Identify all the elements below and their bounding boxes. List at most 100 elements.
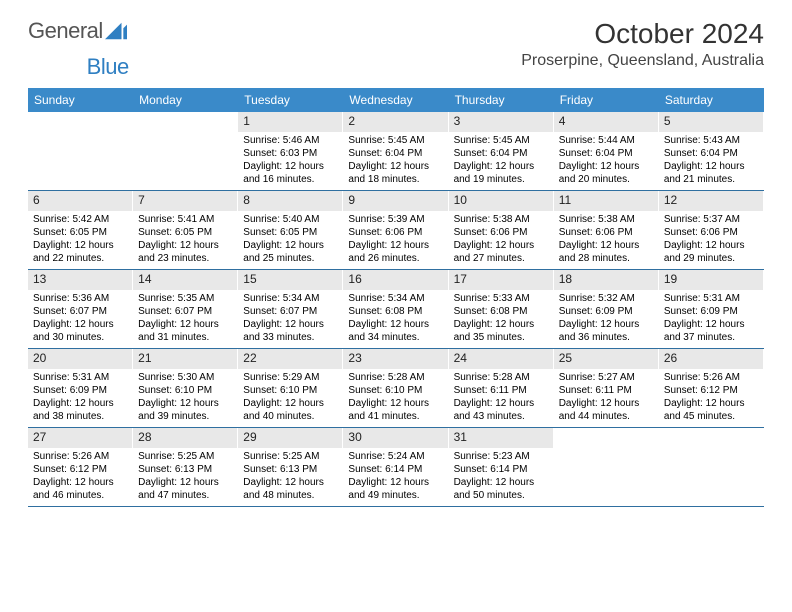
calendar-cell: 1Sunrise: 5:46 AMSunset: 6:03 PMDaylight… (238, 112, 343, 190)
day-details: Sunrise: 5:36 AMSunset: 6:07 PMDaylight:… (28, 290, 132, 348)
calendar-cell: 30Sunrise: 5:24 AMSunset: 6:14 PMDayligh… (343, 428, 448, 506)
day-details: Sunrise: 5:40 AMSunset: 6:05 PMDaylight:… (238, 211, 342, 269)
logo-text-gray: General (28, 18, 103, 44)
calendar-cell: 20Sunrise: 5:31 AMSunset: 6:09 PMDayligh… (28, 349, 133, 427)
day-details: Sunrise: 5:37 AMSunset: 6:06 PMDaylight:… (659, 211, 763, 269)
calendar-cell: 18Sunrise: 5:32 AMSunset: 6:09 PMDayligh… (554, 270, 659, 348)
calendar-cell (28, 112, 133, 190)
day-number: 14 (133, 270, 237, 290)
calendar-cell: 22Sunrise: 5:29 AMSunset: 6:10 PMDayligh… (238, 349, 343, 427)
day-details: Sunrise: 5:27 AMSunset: 6:11 PMDaylight:… (554, 369, 658, 427)
day-details: Sunrise: 5:30 AMSunset: 6:10 PMDaylight:… (133, 369, 237, 427)
calendar-cell: 19Sunrise: 5:31 AMSunset: 6:09 PMDayligh… (659, 270, 764, 348)
day-details: Sunrise: 5:23 AMSunset: 6:14 PMDaylight:… (449, 448, 553, 506)
calendar-body: 1Sunrise: 5:46 AMSunset: 6:03 PMDaylight… (28, 112, 764, 507)
calendar-cell: 7Sunrise: 5:41 AMSunset: 6:05 PMDaylight… (133, 191, 238, 269)
calendar-cell: 21Sunrise: 5:30 AMSunset: 6:10 PMDayligh… (133, 349, 238, 427)
day-number: 1 (238, 112, 342, 132)
calendar-cell: 24Sunrise: 5:28 AMSunset: 6:11 PMDayligh… (449, 349, 554, 427)
day-details: Sunrise: 5:26 AMSunset: 6:12 PMDaylight:… (659, 369, 763, 427)
calendar-cell: 27Sunrise: 5:26 AMSunset: 6:12 PMDayligh… (28, 428, 133, 506)
day-details: Sunrise: 5:28 AMSunset: 6:10 PMDaylight:… (343, 369, 447, 427)
day-details: Sunrise: 5:31 AMSunset: 6:09 PMDaylight:… (659, 290, 763, 348)
day-number: 25 (554, 349, 658, 369)
day-details: Sunrise: 5:42 AMSunset: 6:05 PMDaylight:… (28, 211, 132, 269)
day-number: 24 (449, 349, 553, 369)
weekday-header: Thursday (449, 88, 554, 112)
calendar-cell: 8Sunrise: 5:40 AMSunset: 6:05 PMDaylight… (238, 191, 343, 269)
day-number: 22 (238, 349, 342, 369)
day-details: Sunrise: 5:38 AMSunset: 6:06 PMDaylight:… (449, 211, 553, 269)
calendar-cell: 12Sunrise: 5:37 AMSunset: 6:06 PMDayligh… (659, 191, 764, 269)
calendar-cell: 25Sunrise: 5:27 AMSunset: 6:11 PMDayligh… (554, 349, 659, 427)
calendar-row: 6Sunrise: 5:42 AMSunset: 6:05 PMDaylight… (28, 191, 764, 270)
day-number: 31 (449, 428, 553, 448)
day-number: 21 (133, 349, 237, 369)
calendar-cell (133, 112, 238, 190)
day-number: 7 (133, 191, 237, 211)
day-number: 20 (28, 349, 132, 369)
day-number: 13 (28, 270, 132, 290)
day-details: Sunrise: 5:29 AMSunset: 6:10 PMDaylight:… (238, 369, 342, 427)
day-number: 18 (554, 270, 658, 290)
weekday-header: Wednesday (343, 88, 448, 112)
day-details: Sunrise: 5:32 AMSunset: 6:09 PMDaylight:… (554, 290, 658, 348)
day-number: 2 (343, 112, 447, 132)
calendar-cell: 26Sunrise: 5:26 AMSunset: 6:12 PMDayligh… (659, 349, 764, 427)
day-details: Sunrise: 5:26 AMSunset: 6:12 PMDaylight:… (28, 448, 132, 506)
day-number: 28 (133, 428, 237, 448)
weekday-header: Friday (554, 88, 659, 112)
day-number: 10 (449, 191, 553, 211)
day-details: Sunrise: 5:35 AMSunset: 6:07 PMDaylight:… (133, 290, 237, 348)
calendar-cell: 5Sunrise: 5:43 AMSunset: 6:04 PMDaylight… (659, 112, 764, 190)
day-details: Sunrise: 5:43 AMSunset: 6:04 PMDaylight:… (659, 132, 763, 190)
calendar-cell: 9Sunrise: 5:39 AMSunset: 6:06 PMDaylight… (343, 191, 448, 269)
logo: General (28, 18, 127, 44)
calendar: SundayMondayTuesdayWednesdayThursdayFrid… (28, 88, 764, 507)
day-number: 9 (343, 191, 447, 211)
day-details: Sunrise: 5:31 AMSunset: 6:09 PMDaylight:… (28, 369, 132, 427)
day-number: 6 (28, 191, 132, 211)
day-details: Sunrise: 5:33 AMSunset: 6:08 PMDaylight:… (449, 290, 553, 348)
logo-triangle-icon (105, 22, 127, 40)
day-number: 12 (659, 191, 763, 211)
day-number: 23 (343, 349, 447, 369)
calendar-cell: 2Sunrise: 5:45 AMSunset: 6:04 PMDaylight… (343, 112, 448, 190)
calendar-cell: 6Sunrise: 5:42 AMSunset: 6:05 PMDaylight… (28, 191, 133, 269)
day-details: Sunrise: 5:24 AMSunset: 6:14 PMDaylight:… (343, 448, 447, 506)
weekday-header: Tuesday (238, 88, 343, 112)
calendar-row: 20Sunrise: 5:31 AMSunset: 6:09 PMDayligh… (28, 349, 764, 428)
day-details: Sunrise: 5:46 AMSunset: 6:03 PMDaylight:… (238, 132, 342, 190)
day-details: Sunrise: 5:38 AMSunset: 6:06 PMDaylight:… (554, 211, 658, 269)
day-number: 29 (238, 428, 342, 448)
calendar-row: 27Sunrise: 5:26 AMSunset: 6:12 PMDayligh… (28, 428, 764, 507)
day-details: Sunrise: 5:25 AMSunset: 6:13 PMDaylight:… (133, 448, 237, 506)
day-number: 4 (554, 112, 658, 132)
calendar-cell: 16Sunrise: 5:34 AMSunset: 6:08 PMDayligh… (343, 270, 448, 348)
day-details: Sunrise: 5:45 AMSunset: 6:04 PMDaylight:… (343, 132, 447, 190)
day-details: Sunrise: 5:44 AMSunset: 6:04 PMDaylight:… (554, 132, 658, 190)
location: Proserpine, Queensland, Australia (521, 52, 764, 70)
weekday-header: Saturday (659, 88, 764, 112)
day-details: Sunrise: 5:34 AMSunset: 6:08 PMDaylight:… (343, 290, 447, 348)
calendar-cell: 11Sunrise: 5:38 AMSunset: 6:06 PMDayligh… (554, 191, 659, 269)
day-details: Sunrise: 5:45 AMSunset: 6:04 PMDaylight:… (449, 132, 553, 190)
weekday-header: Monday (133, 88, 238, 112)
day-details: Sunrise: 5:25 AMSunset: 6:13 PMDaylight:… (238, 448, 342, 506)
calendar-cell: 10Sunrise: 5:38 AMSunset: 6:06 PMDayligh… (449, 191, 554, 269)
day-details: Sunrise: 5:41 AMSunset: 6:05 PMDaylight:… (133, 211, 237, 269)
day-number: 11 (554, 191, 658, 211)
day-number: 16 (343, 270, 447, 290)
calendar-cell (659, 428, 764, 506)
calendar-cell: 13Sunrise: 5:36 AMSunset: 6:07 PMDayligh… (28, 270, 133, 348)
calendar-row: 1Sunrise: 5:46 AMSunset: 6:03 PMDaylight… (28, 112, 764, 191)
day-number: 15 (238, 270, 342, 290)
calendar-cell: 14Sunrise: 5:35 AMSunset: 6:07 PMDayligh… (133, 270, 238, 348)
day-details: Sunrise: 5:28 AMSunset: 6:11 PMDaylight:… (449, 369, 553, 427)
calendar-cell: 15Sunrise: 5:34 AMSunset: 6:07 PMDayligh… (238, 270, 343, 348)
calendar-cell: 23Sunrise: 5:28 AMSunset: 6:10 PMDayligh… (343, 349, 448, 427)
logo-text-blue: Blue (87, 54, 129, 80)
day-details: Sunrise: 5:39 AMSunset: 6:06 PMDaylight:… (343, 211, 447, 269)
calendar-cell: 17Sunrise: 5:33 AMSunset: 6:08 PMDayligh… (449, 270, 554, 348)
calendar-row: 13Sunrise: 5:36 AMSunset: 6:07 PMDayligh… (28, 270, 764, 349)
